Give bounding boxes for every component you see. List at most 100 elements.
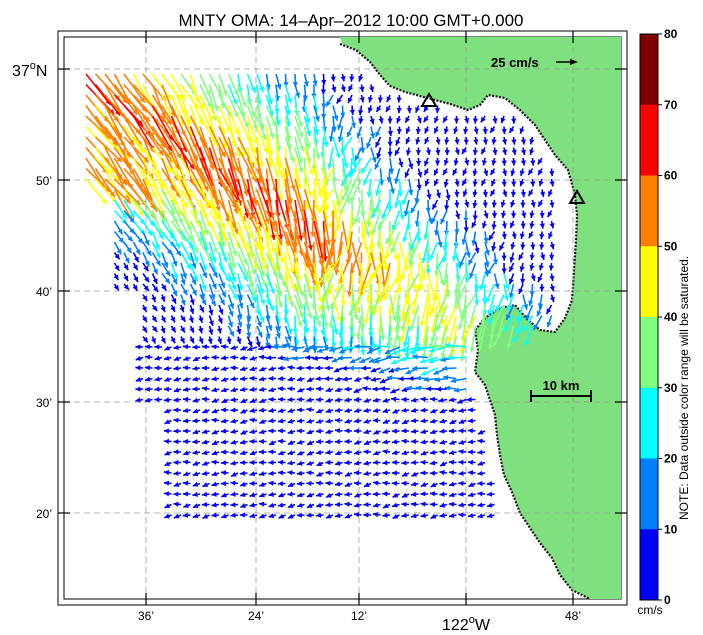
current-vector-head <box>180 299 186 306</box>
current-vector-head <box>396 117 402 124</box>
current-vector-head <box>501 268 507 274</box>
current-vector-head <box>317 348 323 353</box>
current-vector-head <box>173 459 179 466</box>
current-vector <box>322 220 327 262</box>
current-vector-head <box>211 459 217 465</box>
current-vector-head <box>144 260 150 267</box>
current-vector-head <box>307 293 313 299</box>
current-vector-head <box>233 129 239 135</box>
current-vector-head <box>305 365 311 371</box>
current-vector-head <box>363 470 369 477</box>
current-vector-head <box>392 502 398 508</box>
current-vector-head <box>430 418 436 424</box>
current-vector-head <box>449 481 455 487</box>
current-vector-head <box>323 322 329 328</box>
current-vector-head <box>425 207 431 213</box>
current-vector-head <box>382 419 389 424</box>
current-vector-head <box>369 118 375 125</box>
current-vector-head <box>350 122 357 129</box>
current-vector-head <box>523 326 529 332</box>
current-vector-head <box>408 258 414 265</box>
current-vector-head <box>211 387 218 393</box>
current-vector-head <box>261 264 267 271</box>
current-vector-head <box>501 160 507 166</box>
current-vector-head <box>392 492 399 498</box>
current-vector-head <box>443 128 449 134</box>
current-vector <box>85 105 108 137</box>
current-vector <box>113 84 138 116</box>
current-vector-head <box>287 460 293 466</box>
current-vector-head <box>458 428 464 434</box>
current-vector-head <box>287 328 293 335</box>
current-vector <box>401 283 410 317</box>
current-vector <box>294 189 306 223</box>
current-vector-head <box>454 387 460 393</box>
current-vector-head <box>424 180 430 187</box>
current-vector <box>85 167 112 193</box>
current-vector-head <box>289 301 294 307</box>
current-vector-head <box>334 269 340 276</box>
current-vector-head <box>401 199 407 206</box>
current-vector-head <box>420 512 426 519</box>
current-vector-head <box>530 160 536 166</box>
current-vector-head <box>428 358 434 364</box>
current-vector-head <box>221 492 227 498</box>
current-vector-head <box>297 492 303 498</box>
current-vector-head <box>402 471 408 477</box>
current-vector-head <box>237 321 243 328</box>
current-vector-head <box>469 272 475 279</box>
current-vector <box>85 178 108 205</box>
current-vector-head <box>183 376 189 382</box>
current-vector-head <box>410 244 416 250</box>
current-vector-head <box>491 224 497 230</box>
current-vector-head <box>202 272 208 278</box>
current-vector <box>132 178 156 210</box>
current-vector-head <box>249 502 255 508</box>
current-vector-head <box>153 286 159 293</box>
current-vector-head <box>354 502 360 508</box>
current-vector-head <box>242 258 248 265</box>
current-vector-head <box>434 180 439 186</box>
current-vector-head <box>360 323 366 330</box>
current-vector-head <box>334 439 340 445</box>
current-vector-head <box>230 502 236 508</box>
current-vector-head <box>269 440 275 445</box>
current-vector-head <box>192 513 199 519</box>
current-vector-head <box>173 513 180 519</box>
current-vector <box>218 157 236 193</box>
current-vector-head <box>315 449 322 455</box>
current-vector-head <box>152 268 158 275</box>
current-vector-head <box>487 319 493 325</box>
current-vector-head <box>172 278 177 285</box>
current-vector-head <box>231 471 237 477</box>
current-vector-head <box>127 235 133 242</box>
triangle-marker <box>420 92 438 107</box>
current-vector-head <box>182 438 188 445</box>
current-vector-head <box>405 150 412 156</box>
current-vector-head <box>250 86 256 93</box>
current-vector-head <box>373 429 380 435</box>
current-vector-head <box>502 149 508 155</box>
current-vector-head <box>164 513 170 519</box>
current-vector-head <box>367 107 373 113</box>
current-vector-head <box>249 417 255 423</box>
current-vector-head <box>415 138 421 145</box>
current-vector-head <box>211 344 217 350</box>
current-vector-head <box>296 470 303 476</box>
current-vector-head <box>458 480 464 486</box>
current-vector-head <box>306 407 312 413</box>
current-vector <box>379 231 382 263</box>
current-vector-head <box>295 92 301 98</box>
current-vector-head <box>440 306 446 313</box>
current-vector-head <box>204 204 210 210</box>
current-vector-head <box>351 168 357 174</box>
current-vector-head <box>510 192 516 198</box>
current-vector-head <box>396 107 402 114</box>
current-vector-head <box>116 156 122 163</box>
current-vector-head <box>258 407 265 413</box>
current-vector-head <box>509 127 515 133</box>
current-vector-head <box>549 296 555 303</box>
current-vector-head <box>408 163 414 170</box>
current-vector-head <box>231 262 237 269</box>
current-vector <box>318 283 334 312</box>
